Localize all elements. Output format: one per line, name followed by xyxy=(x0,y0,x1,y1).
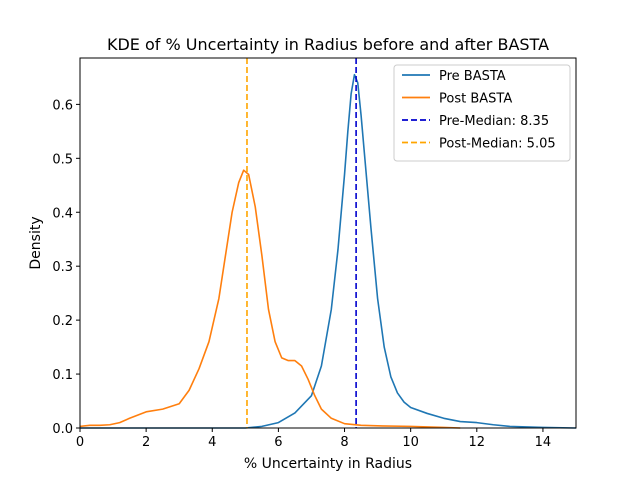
plot-lines xyxy=(79,73,577,429)
y-axis-label: Density xyxy=(28,216,44,269)
legend: Pre BASTA Post BASTA Pre-Median: 8.35 Post-… xyxy=(393,64,571,162)
series-line-0 xyxy=(80,73,577,429)
legend-label: Post-Median: 5.05 xyxy=(439,137,556,152)
y-tick-label: 0.0 xyxy=(52,422,73,437)
y-tick-label: 0.3 xyxy=(52,260,73,275)
x-tick-label: 8 xyxy=(340,435,348,450)
legend-label: Pre-Median: 8.35 xyxy=(439,114,549,129)
x-tick-label: 6 xyxy=(274,435,282,450)
legend-label: Pre BASTA xyxy=(439,69,506,84)
series-line-1 xyxy=(79,169,461,429)
y-axis-ticks: 0.0 0.1 0.2 0.3 0.4 0.5 0.6 xyxy=(52,98,80,437)
x-axis-label: % Uncertainty in Radius xyxy=(244,456,412,472)
x-tick-label: 14 xyxy=(535,435,552,450)
y-tick-label: 0.4 xyxy=(52,206,73,221)
x-tick-label: 2 xyxy=(142,435,150,450)
x-axis-ticks: 0 2 4 6 8 10 12 14 xyxy=(76,428,551,450)
legend-label: Post BASTA xyxy=(439,92,512,107)
reference-lines xyxy=(246,58,357,428)
x-tick-label: 12 xyxy=(469,435,486,450)
y-tick-label: 0.5 xyxy=(52,152,73,167)
plot-frame xyxy=(79,57,577,429)
y-tick-label: 0.2 xyxy=(52,314,73,329)
y-tick-label: 0.6 xyxy=(52,98,73,113)
legend-box xyxy=(393,64,571,162)
x-tick-label: 4 xyxy=(208,435,216,450)
x-tick-label: 0 xyxy=(76,435,84,450)
chart-title: KDE of % Uncertainty in Radius before an… xyxy=(107,35,549,54)
x-tick-label: 10 xyxy=(402,435,419,450)
y-tick-label: 0.1 xyxy=(52,368,73,383)
